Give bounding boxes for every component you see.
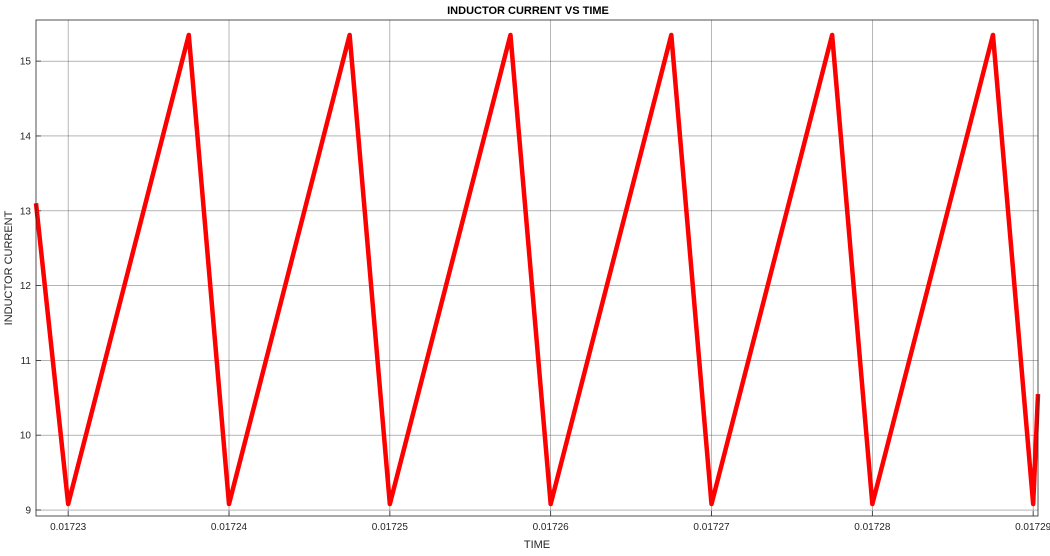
x-tick-label: 0.01724 bbox=[211, 522, 248, 533]
grid bbox=[36, 20, 1038, 516]
x-tick-label: 0.01723 bbox=[50, 522, 87, 533]
x-tick-label: 0.01725 bbox=[372, 522, 409, 533]
axes-frame bbox=[35, 19, 1039, 517]
y-tick-label: 12 bbox=[20, 281, 32, 292]
x-tick-label: 0.01727 bbox=[693, 522, 730, 533]
y-tick-label: 11 bbox=[21, 356, 32, 367]
y-tick-label: 14 bbox=[20, 131, 32, 142]
tick-labels: 0.01723 0.01724 0.01725 0.01726 0.01727 0.017… bbox=[20, 57, 1050, 533]
plot-area bbox=[33, 32, 1041, 507]
y-tick-label: 13 bbox=[20, 206, 32, 217]
chart-title: INDUCTOR CURRENT VS TIME bbox=[447, 5, 609, 17]
y-tick-label: 9 bbox=[25, 506, 31, 517]
x-tick-label: 0.01728 bbox=[854, 522, 891, 533]
y-axis-label: INDUCTOR CURRENT bbox=[3, 210, 15, 325]
y-tick-label: 10 bbox=[20, 431, 32, 442]
y-tick-label: 15 bbox=[20, 57, 32, 68]
x-tick-label: 0.01726 bbox=[533, 522, 570, 533]
x-axis-label: TIME bbox=[524, 539, 550, 551]
inductor-current-line bbox=[33, 32, 1041, 507]
x-tick-label: 0.01729 bbox=[1015, 522, 1050, 533]
